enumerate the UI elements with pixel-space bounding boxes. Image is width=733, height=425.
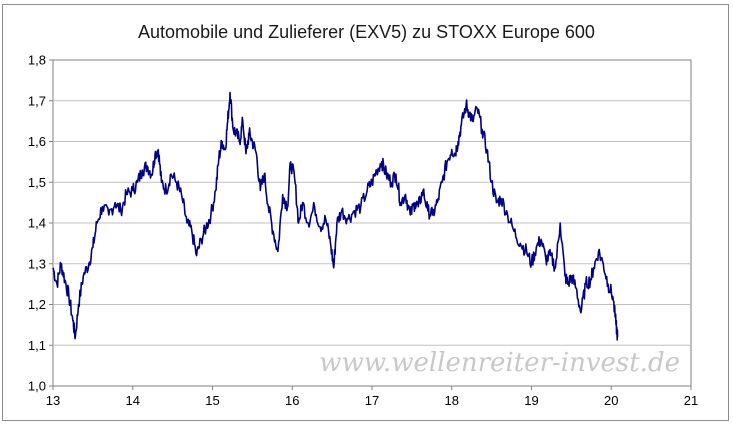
y-tick-label: 1,5 — [28, 175, 46, 190]
x-tick-label: 13 — [46, 393, 60, 408]
y-tick-label: 1,0 — [28, 379, 46, 394]
x-tick-label: 18 — [445, 393, 459, 408]
x-tick-label: 14 — [126, 393, 140, 408]
chart-title: Automobile und Zulieferer (EXV5) zu STOX… — [138, 22, 595, 42]
y-tick-label: 1,2 — [28, 297, 46, 312]
x-tick-label: 16 — [285, 393, 299, 408]
x-axis: 13 14 15 16 17 18 19 20 21 — [46, 386, 698, 408]
y-tick-label: 1,8 — [28, 53, 46, 68]
x-tick-label: 20 — [604, 393, 618, 408]
y-tick-label: 1,4 — [28, 216, 46, 231]
x-tick-label: 21 — [684, 393, 698, 408]
x-tick-label: 17 — [365, 393, 379, 408]
y-tick-label: 1,6 — [28, 134, 46, 149]
series-line — [52, 91, 619, 341]
x-tick-label: 15 — [205, 393, 219, 408]
y-axis: 1,0 1,1 1,2 1,3 1,4 1,5 1,6 1,7 1,8 — [28, 53, 53, 394]
watermark: www.wellenreiter-invest.de — [319, 348, 680, 378]
x-tick-label: 19 — [524, 393, 538, 408]
y-tick-label: 1,7 — [28, 93, 46, 108]
y-tick-label: 1,1 — [28, 338, 46, 353]
y-tick-label: 1,3 — [28, 256, 46, 271]
